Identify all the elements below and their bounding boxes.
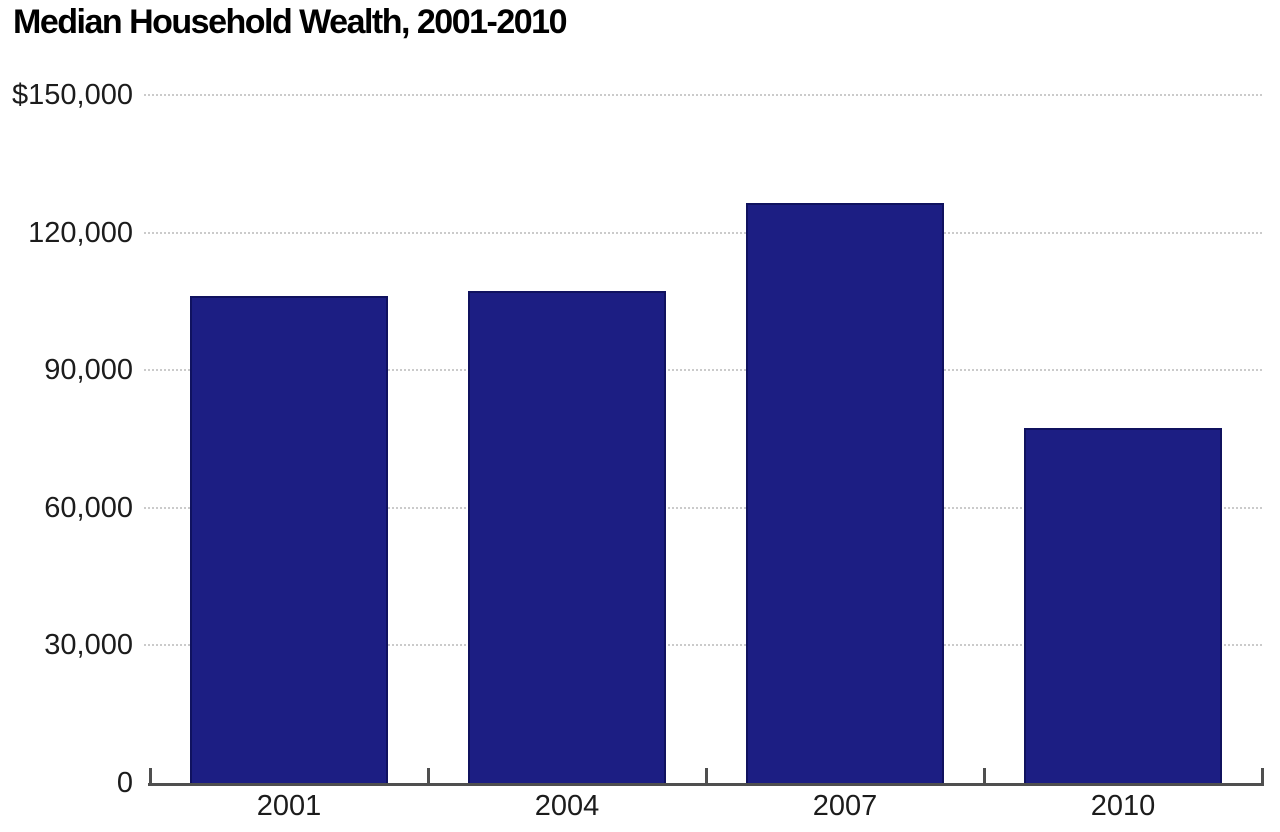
x-axis-baseline bbox=[148, 783, 1264, 786]
gridline-60000 bbox=[144, 506, 1262, 509]
x-axis-tick bbox=[1261, 768, 1264, 783]
y-axis-label-0: 0 bbox=[116, 767, 133, 799]
gridline-120000 bbox=[144, 231, 1262, 234]
x-axis-tick bbox=[705, 768, 708, 783]
y-axis-label-60000: 60,000 bbox=[44, 491, 133, 524]
bar-2010 bbox=[1024, 428, 1222, 783]
y-axis-label-30000: 30,000 bbox=[44, 629, 133, 662]
x-axis-tick bbox=[149, 768, 152, 783]
gridline-90000 bbox=[144, 369, 1262, 372]
y-axis-label-90000: 90,000 bbox=[44, 354, 133, 387]
y-axis-label-120000: 120,000 bbox=[28, 216, 133, 249]
gridline-30000 bbox=[144, 644, 1262, 647]
y-axis-label-150000: $150,000 bbox=[12, 79, 133, 111]
gridline-150000 bbox=[144, 94, 1262, 96]
x-axis-tick bbox=[427, 768, 430, 783]
bar-2004 bbox=[468, 291, 666, 783]
x-axis-label-2001: 2001 bbox=[256, 790, 322, 822]
x-axis-label-2010: 2010 bbox=[1090, 790, 1156, 822]
bar-2001 bbox=[190, 296, 388, 783]
chart-title: Median Household Wealth, 2001-2010 bbox=[13, 3, 568, 41]
x-axis-label-2004: 2004 bbox=[534, 790, 600, 822]
x-axis-tick bbox=[983, 768, 986, 783]
x-axis-label-2007: 2007 bbox=[812, 790, 878, 822]
bar-2007 bbox=[746, 203, 944, 783]
